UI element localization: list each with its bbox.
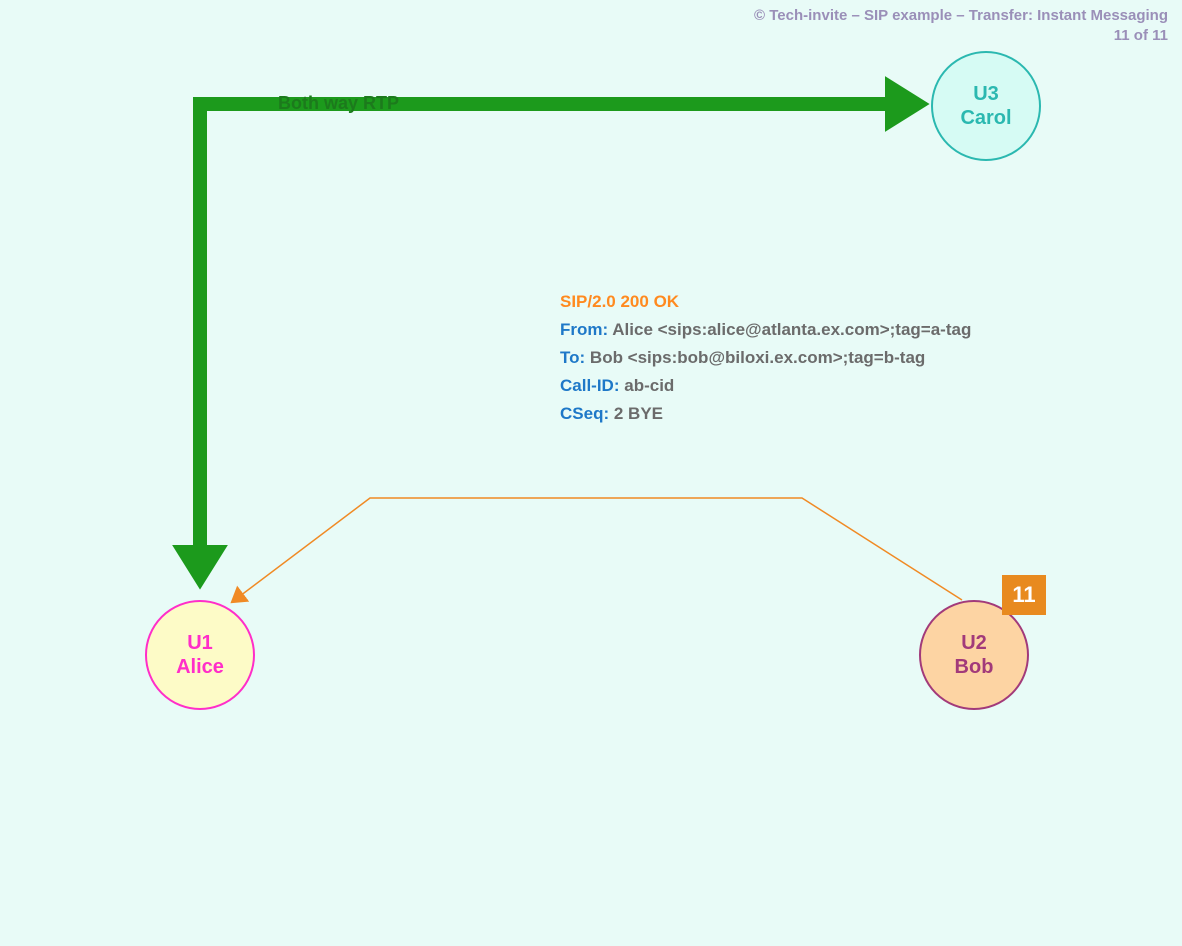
sip-status-line: SIP/2.0 200 OK xyxy=(560,288,971,316)
diagram-canvas: © Tech-invite – SIP example – Transfer: … xyxy=(0,0,1182,946)
node-u1-alice: U1 Alice xyxy=(145,600,255,710)
sip-header-value: Alice <sips:alice@atlanta.ex.com>;tag=a-… xyxy=(608,320,971,339)
sip-header-value: Bob <sips:bob@biloxi.ex.com>;tag=b-tag xyxy=(585,348,925,367)
node-u3-name: Carol xyxy=(960,106,1011,130)
sip-header-line: CSeq: 2 BYE xyxy=(560,400,971,428)
sip-header-line: To: Bob <sips:bob@biloxi.ex.com>;tag=b-t… xyxy=(560,344,971,372)
rtp-label: Both way RTP xyxy=(278,93,399,114)
sip-header-line: Call-ID: ab-cid xyxy=(560,372,971,400)
sip-header-name: CSeq xyxy=(560,404,603,423)
node-u1-name: Alice xyxy=(176,655,224,679)
node-u2-name: Bob xyxy=(955,655,994,679)
header-line1: © Tech-invite – SIP example – Transfer: … xyxy=(754,6,1168,26)
step-badge-text: 11 xyxy=(1012,582,1035,608)
header-caption: © Tech-invite – SIP example – Transfer: … xyxy=(754,6,1168,45)
sip-header-name: Call-ID xyxy=(560,376,614,395)
sip-header-line: From: Alice <sips:alice@atlanta.ex.com>;… xyxy=(560,316,971,344)
node-u1-id: U1 xyxy=(187,631,213,655)
sip-header-name: From xyxy=(560,320,603,339)
sip-headers: From: Alice <sips:alice@atlanta.ex.com>;… xyxy=(560,316,971,428)
header-line2: 11 of 11 xyxy=(754,26,1168,46)
node-u2-bob: U2 Bob xyxy=(919,600,1029,710)
node-u2-id: U2 xyxy=(961,631,987,655)
step-badge: 11 xyxy=(1002,575,1046,615)
node-u3-carol: U3 Carol xyxy=(931,51,1041,161)
sip-header-value: 2 BYE xyxy=(609,404,663,423)
sip-header-name: To xyxy=(560,348,580,367)
node-u3-id: U3 xyxy=(973,82,999,106)
sip-message-block: SIP/2.0 200 OK From: Alice <sips:alice@a… xyxy=(560,288,971,428)
sip-header-value: ab-cid xyxy=(620,376,675,395)
